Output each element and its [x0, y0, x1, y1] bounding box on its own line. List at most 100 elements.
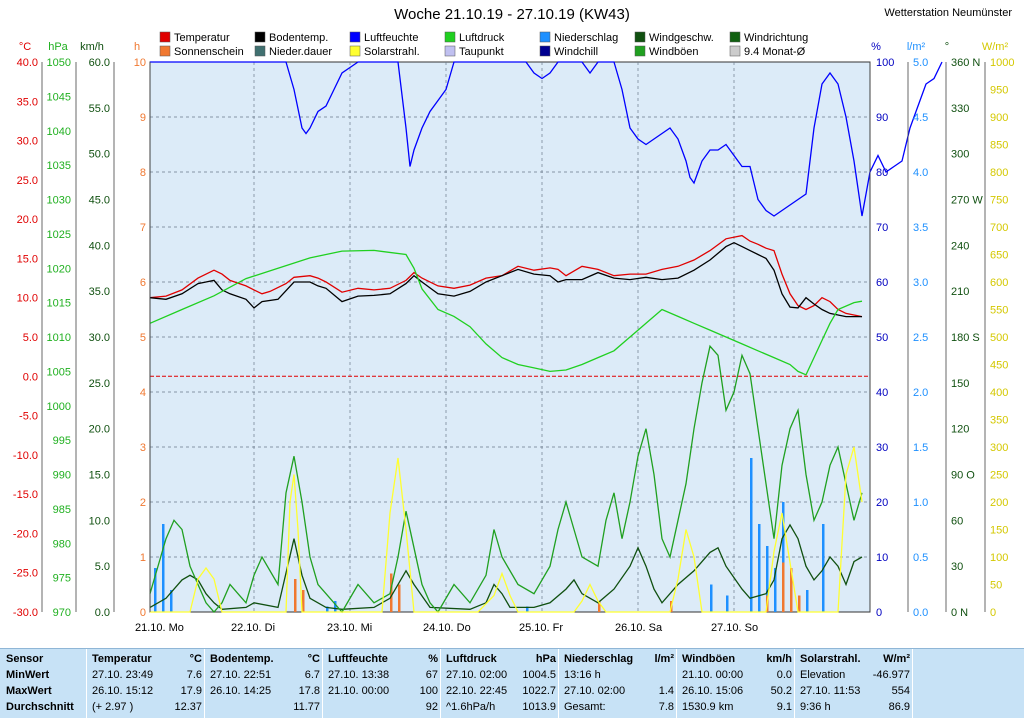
- tick-direction: 360 N: [951, 57, 980, 69]
- tick-wind: 15.0: [89, 470, 110, 482]
- stats-value: 12.37: [174, 701, 202, 713]
- stats-value: 11.77: [293, 701, 320, 713]
- tick-rain: 3.5: [913, 222, 928, 234]
- tick-solar: 150: [990, 525, 1008, 537]
- stats-cell: 27.10. 22:51 6.7: [210, 669, 320, 681]
- tick-pressure: 1015: [47, 298, 71, 310]
- statistics-panel: Sensor MinWert MaxWert Durchschnitt Temp…: [0, 648, 1024, 718]
- legend: Temperatur Sonnenschein Bodentemp. Nieder.d…: [159, 31, 808, 58]
- series-luftdruck: [149, 249, 863, 376]
- tick-sun: 3: [140, 442, 146, 454]
- series-solarstrahl: [150, 446, 863, 613]
- legend-label: 9.4 Monat-Ø: [744, 46, 806, 58]
- grid: [150, 62, 870, 612]
- unit-wind: km/h: [80, 41, 104, 53]
- stats-value: 554: [891, 685, 910, 697]
- stats-cell: 26.10. 15:12 17.9: [92, 685, 202, 697]
- unit-direction: °: [945, 41, 949, 53]
- legend-label: Windböen: [649, 46, 699, 58]
- tick-wind: 30.0: [89, 332, 110, 344]
- tick-wind: 55.0: [89, 103, 110, 115]
- stats-value: 1004.5: [522, 669, 556, 681]
- tick-solar: 200: [990, 497, 1008, 509]
- tick-solar: 950: [990, 85, 1008, 97]
- tick-solar: 650: [990, 250, 1008, 262]
- tick-solar: 350: [990, 415, 1008, 427]
- stats-cell: 27.10. 11:53 554: [800, 685, 910, 697]
- series-windgeschw: [149, 523, 863, 610]
- stats-label-min: MinWert: [6, 669, 50, 681]
- tick-humidity: 20: [876, 497, 888, 509]
- x-label: 24.10. Do: [423, 622, 471, 634]
- tick-temp: 20.0: [17, 214, 38, 226]
- tick-rain: 2.5: [913, 332, 928, 344]
- tick-wind: 45.0: [89, 195, 110, 207]
- tick-temp: 0.0: [23, 371, 38, 383]
- tick-sun: 6: [140, 277, 146, 289]
- legend-label: Windrichtung: [744, 32, 808, 44]
- niederschlag-bar: [766, 546, 769, 612]
- niederschlag-bar: [750, 458, 753, 612]
- stats-cell: Elevation -46.977: [800, 669, 910, 681]
- tick-temp: 15.0: [17, 253, 38, 265]
- unit-humidity: %: [871, 41, 881, 53]
- tick-humidity: 80: [876, 167, 888, 179]
- tick-sun: 7: [140, 222, 146, 234]
- tick-solar: 300: [990, 442, 1008, 454]
- tick-solar: 1000: [990, 57, 1014, 69]
- sonnenschein-bar: [398, 584, 401, 612]
- stats-value: 7.6: [186, 669, 202, 681]
- tick-temp: -25.0: [13, 568, 38, 580]
- tick-temp: -30.0: [13, 607, 38, 619]
- tick-sun: 1: [140, 552, 146, 564]
- stats-column-temperatur: Temperatur °C 27.10. 23:49 7.6 26.10. 15:12 1…: [92, 651, 204, 715]
- tick-solar: 100: [990, 552, 1008, 564]
- series-luftfeuchte: [150, 61, 943, 217]
- unit-pressure: hPa: [48, 41, 68, 53]
- stats-column-header: Solarstrahl. W/m²: [800, 653, 910, 665]
- tick-rain: 0.5: [913, 552, 928, 564]
- stats-column-luftdruck: Luftdruck hPa 27.10. 02:00 1004.5 22.10. 22:…: [446, 651, 558, 715]
- stats-cell: ^1.6hPa/h 1013.9: [446, 701, 556, 713]
- tick-pressure: 1050: [47, 57, 71, 69]
- stats-value: 86.9: [888, 701, 910, 713]
- stats-column-header: Temperatur °C: [92, 653, 202, 665]
- tick-pressure: 970: [53, 607, 71, 619]
- tick-wind: 0.0: [95, 607, 110, 619]
- sonnenschein-bar: [302, 590, 305, 612]
- tick-pressure: 1020: [47, 263, 71, 275]
- stats-cell: 27.10. 13:38 67: [328, 669, 438, 681]
- tick-humidity: 0: [876, 607, 882, 619]
- tick-temp: -5.0: [19, 411, 38, 423]
- x-label: 22.10. Di: [231, 622, 275, 634]
- tick-wind: 20.0: [89, 424, 110, 436]
- tick-solar: 500: [990, 332, 1008, 344]
- series-temperatur: [149, 234, 863, 318]
- tick-solar: 900: [990, 112, 1008, 124]
- niederschlag-bar: [774, 568, 777, 612]
- sonnenschein-bar: [782, 562, 785, 612]
- stats-value: 1022.7: [522, 685, 556, 697]
- tick-solar: 50: [990, 580, 1002, 592]
- x-label: 25.10. Fr: [519, 622, 563, 634]
- x-label: 23.10. Mi: [327, 622, 372, 634]
- legend-swatch: [159, 31, 171, 43]
- stats-column-unit: °C: [307, 653, 320, 665]
- stats-value: 1.4: [658, 685, 674, 697]
- tick-direction: 60: [951, 515, 963, 527]
- niederschlag-bar: [526, 606, 529, 612]
- axis-layer: 40.035.030.025.020.015.010.05.00.0-5.0-1…: [13, 57, 1015, 619]
- legend-label: Windgeschw.: [649, 32, 714, 44]
- niederschlag-bar: [326, 606, 329, 612]
- tick-sun: 2: [140, 497, 146, 509]
- tick-humidity: 50: [876, 332, 888, 344]
- tick-sun: 5: [140, 332, 146, 344]
- niederschlag-bar: [154, 568, 157, 612]
- legend-swatch: [634, 45, 646, 57]
- tick-sun: 0: [140, 607, 146, 619]
- tick-humidity: 70: [876, 222, 888, 234]
- stats-value: 92: [425, 701, 438, 713]
- tick-humidity: 10: [876, 552, 888, 564]
- tick-pressure: 1010: [47, 332, 71, 344]
